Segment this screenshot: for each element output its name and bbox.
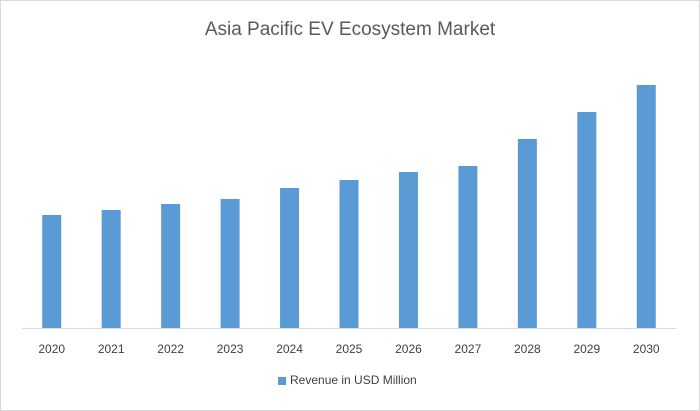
x-tick-label: 2023 bbox=[217, 342, 244, 356]
x-tick-label: 2024 bbox=[276, 342, 303, 356]
bar bbox=[220, 199, 240, 328]
x-tick-label: 2028 bbox=[514, 342, 541, 356]
x-tick-label: 2027 bbox=[455, 342, 482, 356]
bar bbox=[101, 210, 121, 328]
x-tick-label: 2030 bbox=[633, 342, 660, 356]
bar bbox=[458, 166, 478, 328]
legend-swatch bbox=[278, 377, 286, 385]
bar bbox=[517, 139, 537, 328]
bar bbox=[42, 215, 62, 328]
x-tick-label: 2025 bbox=[336, 342, 363, 356]
x-tick-label: 2020 bbox=[38, 342, 65, 356]
bar bbox=[339, 180, 359, 328]
bar bbox=[577, 112, 597, 328]
bar bbox=[161, 204, 181, 328]
x-tick-label: 2022 bbox=[157, 342, 184, 356]
legend-label: Revenue in USD Million bbox=[290, 373, 417, 387]
x-tick-label: 2021 bbox=[98, 342, 125, 356]
x-tick-label: 2029 bbox=[573, 342, 600, 356]
x-tick-label: 2026 bbox=[395, 342, 422, 356]
chart-title: Asia Pacific EV Ecosystem Market bbox=[205, 19, 496, 40]
bar bbox=[280, 188, 300, 328]
bar bbox=[398, 172, 418, 328]
bar bbox=[636, 85, 656, 328]
